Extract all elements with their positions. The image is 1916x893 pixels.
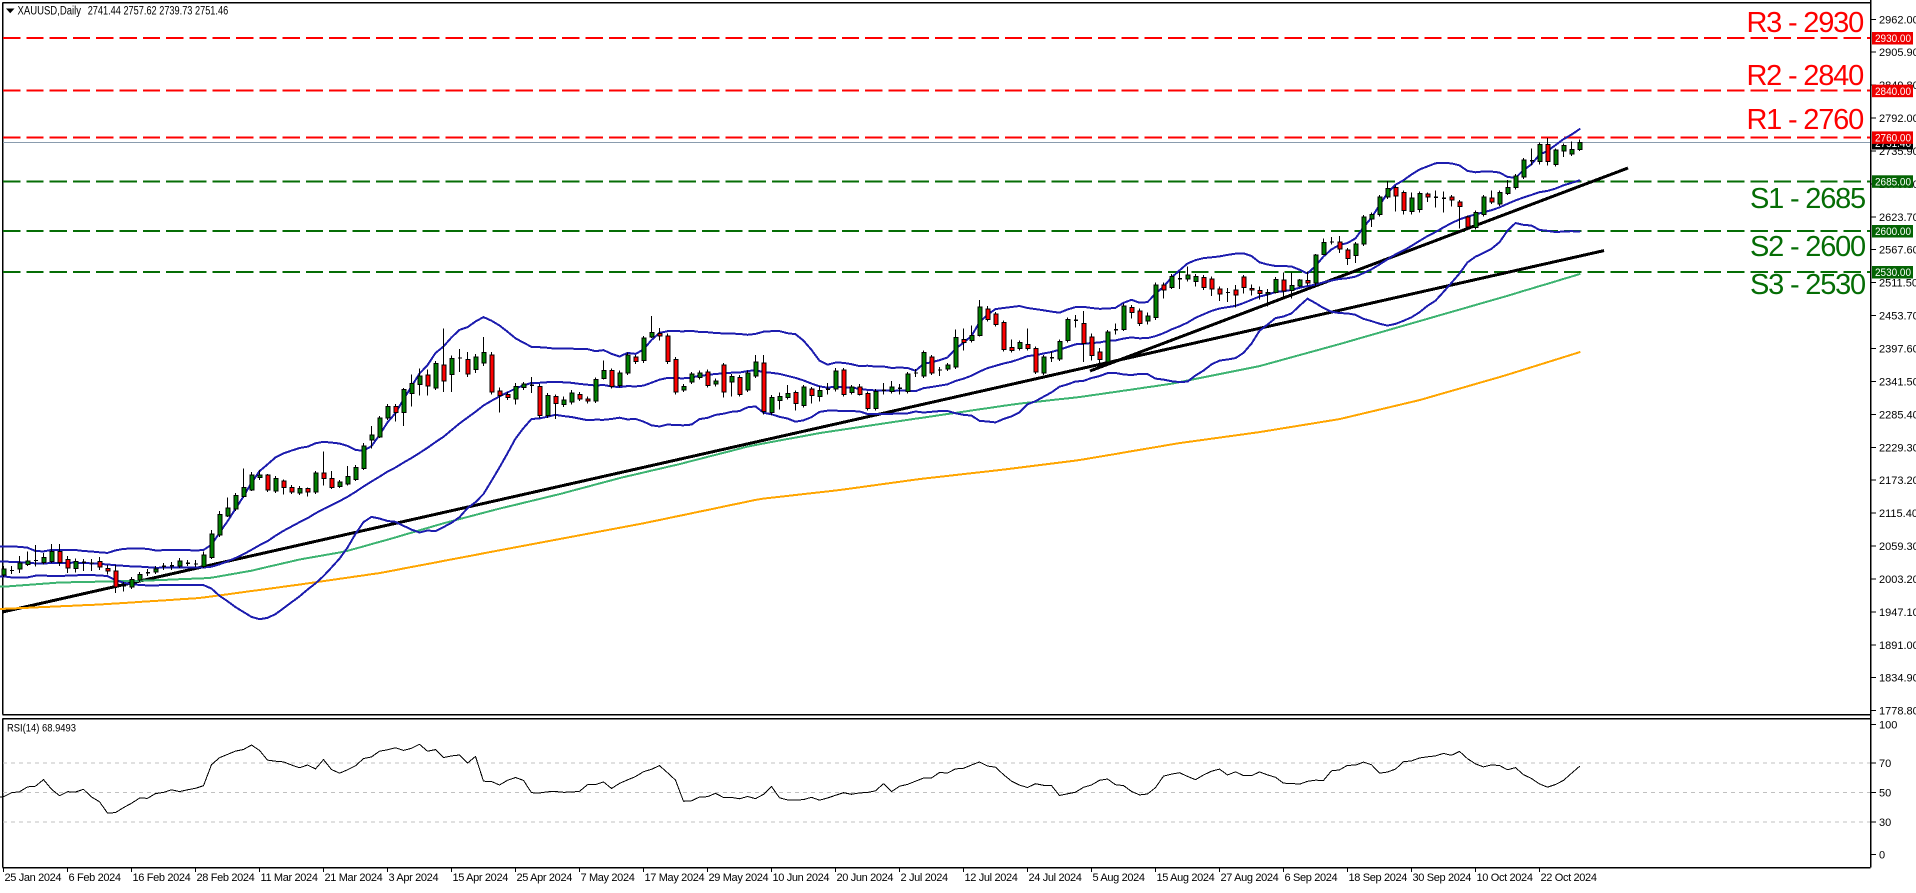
svg-text:15 Apr 2024: 15 Apr 2024 (453, 872, 509, 884)
svg-text:2115.40: 2115.40 (1879, 508, 1916, 520)
svg-text:RSI(14) 68.9493: RSI(14) 68.9493 (7, 723, 76, 735)
svg-text:2173.20: 2173.20 (1879, 475, 1916, 487)
svg-text:R1 - 2760: R1 - 2760 (1746, 104, 1863, 136)
svg-text:22 Oct 2024: 22 Oct 2024 (1541, 872, 1597, 884)
svg-text:2229.30: 2229.30 (1879, 442, 1916, 454)
svg-text:100: 100 (1879, 719, 1897, 731)
svg-text:S3 - 2530: S3 - 2530 (1750, 269, 1865, 301)
svg-text:2930.00: 2930.00 (1875, 33, 1911, 45)
svg-text:17 May 2024: 17 May 2024 (645, 872, 705, 884)
svg-text:25 Apr 2024: 25 Apr 2024 (517, 872, 573, 884)
svg-text:2962.00: 2962.00 (1879, 14, 1916, 26)
svg-text:2741.44 2757.62 2739.73 2751.4: 2741.44 2757.62 2739.73 2751.46 (88, 6, 229, 18)
svg-text:1947.10: 1947.10 (1879, 607, 1916, 619)
svg-text:S2 - 2600: S2 - 2600 (1750, 231, 1865, 263)
svg-text:2685.00: 2685.00 (1875, 177, 1911, 189)
svg-text:2397.60: 2397.60 (1879, 344, 1916, 356)
svg-text:2905.90: 2905.90 (1879, 47, 1916, 59)
svg-text:25 Jan 2024: 25 Jan 2024 (5, 872, 62, 884)
svg-text:2530.00: 2530.00 (1875, 267, 1911, 279)
svg-text:2567.60: 2567.60 (1879, 245, 1916, 257)
svg-text:S1 - 2685: S1 - 2685 (1750, 183, 1865, 215)
svg-text:0: 0 (1879, 850, 1885, 862)
svg-text:50: 50 (1879, 787, 1891, 799)
svg-text:28 Feb 2024: 28 Feb 2024 (197, 872, 255, 884)
svg-text:XAUUSD,Daily: XAUUSD,Daily (18, 6, 82, 18)
svg-text:2285.40: 2285.40 (1879, 409, 1916, 421)
svg-text:11 Mar 2024: 11 Mar 2024 (261, 872, 318, 884)
svg-text:2 Jul 2024: 2 Jul 2024 (901, 872, 948, 884)
svg-text:16 Feb 2024: 16 Feb 2024 (133, 872, 191, 884)
svg-text:20 Jun 2024: 20 Jun 2024 (837, 872, 894, 884)
svg-text:6 Sep 2024: 6 Sep 2024 (1285, 872, 1338, 884)
svg-text:70: 70 (1879, 758, 1891, 770)
svg-text:2003.20: 2003.20 (1879, 574, 1916, 586)
svg-text:21 Mar 2024: 21 Mar 2024 (325, 872, 383, 884)
svg-text:18 Sep 2024: 18 Sep 2024 (1349, 872, 1408, 884)
svg-text:7 May 2024: 7 May 2024 (581, 872, 635, 884)
svg-text:2511.50: 2511.50 (1879, 278, 1916, 290)
svg-text:2792.00: 2792.00 (1879, 113, 1916, 125)
svg-text:29 May 2024: 29 May 2024 (709, 872, 769, 884)
svg-text:6 Feb 2024: 6 Feb 2024 (69, 872, 121, 884)
svg-text:30 Sep 2024: 30 Sep 2024 (1413, 872, 1472, 884)
svg-text:27 Aug 2024: 27 Aug 2024 (1221, 872, 1279, 884)
svg-text:2760.00: 2760.00 (1875, 133, 1911, 145)
svg-text:R2 - 2840: R2 - 2840 (1746, 60, 1863, 92)
svg-text:24 Jul 2024: 24 Jul 2024 (1029, 872, 1082, 884)
svg-text:2341.50: 2341.50 (1879, 376, 1916, 388)
svg-text:3 Apr 2024: 3 Apr 2024 (389, 872, 439, 884)
svg-text:5 Aug 2024: 5 Aug 2024 (1093, 872, 1145, 884)
svg-text:1778.80: 1778.80 (1879, 706, 1916, 718)
svg-text:R3 - 2930: R3 - 2930 (1746, 7, 1863, 39)
svg-text:12 Jul 2024: 12 Jul 2024 (965, 872, 1018, 884)
svg-text:1834.90: 1834.90 (1879, 673, 1916, 685)
svg-text:2623.70: 2623.70 (1879, 212, 1916, 224)
svg-text:2453.70: 2453.70 (1879, 311, 1916, 323)
svg-text:2059.30: 2059.30 (1879, 541, 1916, 553)
svg-text:10 Jun 2024: 10 Jun 2024 (773, 872, 830, 884)
svg-text:1891.00: 1891.00 (1879, 640, 1916, 652)
svg-text:15 Aug 2024: 15 Aug 2024 (1157, 872, 1215, 884)
svg-text:30: 30 (1879, 817, 1891, 829)
svg-text:2840.00: 2840.00 (1875, 86, 1911, 98)
svg-text:2600.00: 2600.00 (1875, 226, 1911, 238)
svg-text:10 Oct 2024: 10 Oct 2024 (1477, 872, 1533, 884)
